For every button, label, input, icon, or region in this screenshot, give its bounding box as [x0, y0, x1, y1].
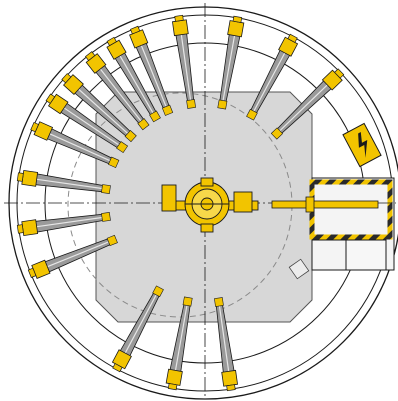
pipe-arm — [84, 51, 150, 131]
pipe-arm — [129, 25, 174, 116]
pipe-arm — [270, 68, 345, 140]
equipment-room — [311, 177, 395, 271]
central-hub — [161, 177, 259, 233]
pipe-arm — [165, 296, 193, 391]
pipe-arm — [111, 285, 164, 373]
pipe-arm — [61, 73, 137, 143]
pipe-arm — [16, 212, 111, 236]
corner-block — [288, 258, 310, 280]
high-voltage-icon — [342, 122, 382, 168]
pipe-arm — [217, 15, 245, 110]
pipe-arm — [214, 297, 238, 392]
pipe-arm — [246, 33, 299, 121]
pipe-arm — [30, 121, 120, 169]
pipe-arm — [106, 36, 161, 123]
pipe-arm — [45, 93, 129, 154]
pipe-arm — [172, 14, 196, 109]
pipe-arm — [16, 170, 111, 194]
pipe-arm — [27, 234, 118, 279]
beam-clamp — [305, 196, 315, 213]
horizontal-beam — [271, 200, 379, 209]
pipe-arms — [16, 14, 345, 392]
